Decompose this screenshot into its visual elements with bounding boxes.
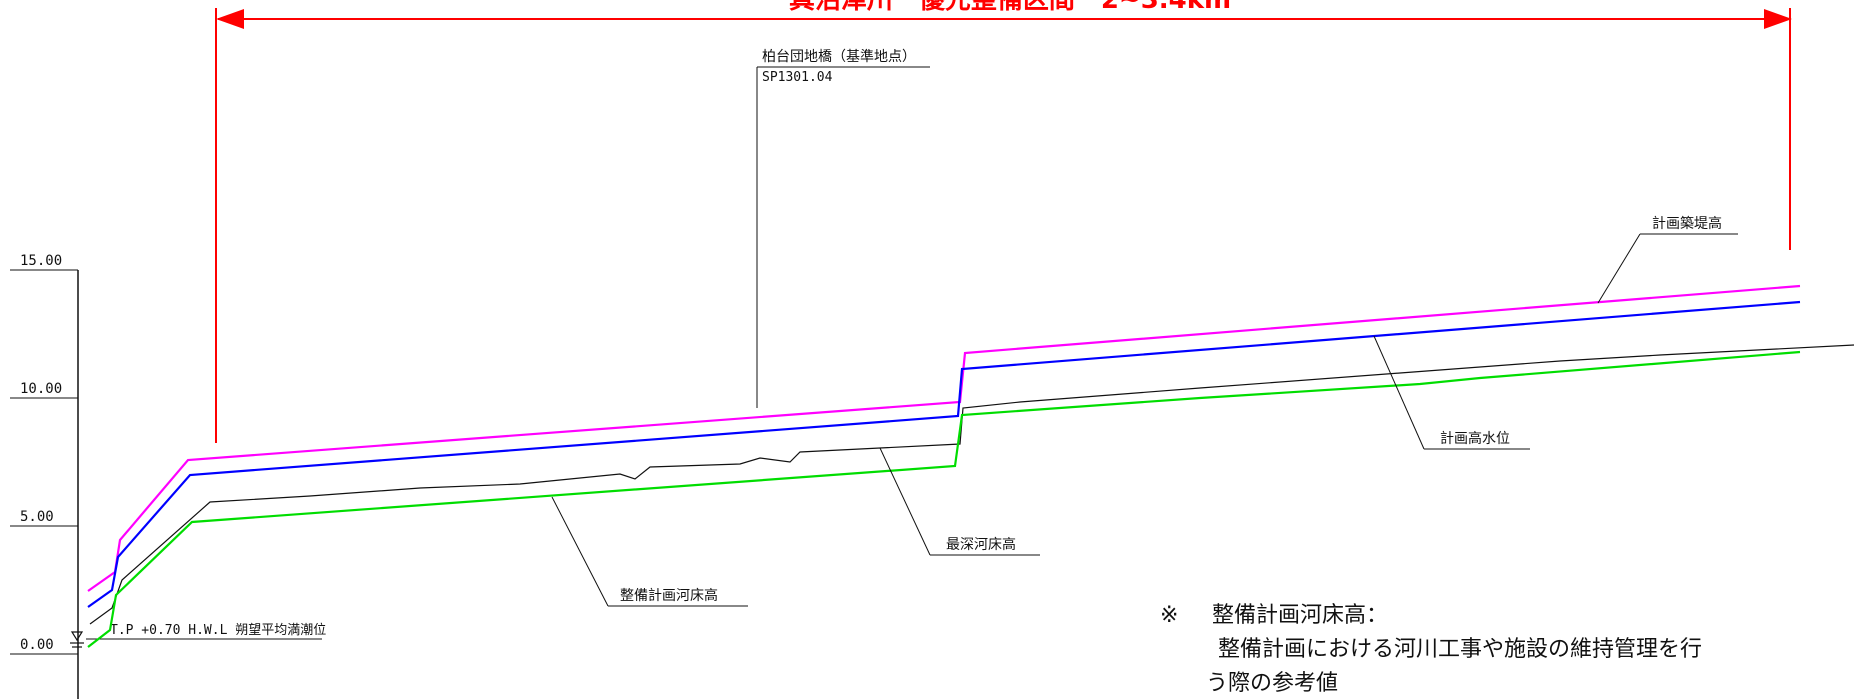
water-level-leader — [1373, 335, 1425, 450]
deepest-riverbed-line — [89, 344, 1854, 625]
planned-water-level-label: 計画高水位 — [1440, 430, 1510, 447]
maintenance-riverbed-label: 整備計画河床高 — [620, 587, 718, 604]
tick-label-5: 5.00 — [20, 509, 54, 525]
tick-label-10: 10.00 — [20, 381, 62, 397]
reference-point-label: 柏台団地橋（基準地点） — [762, 48, 916, 65]
maintenance-bed-leader — [551, 496, 609, 607]
embankment-line — [87, 284, 1801, 592]
maintenance-riverbed-line — [87, 350, 1801, 648]
tick-label-0: 0.00 — [20, 637, 54, 653]
note-line-2: う際の参考値 — [1206, 671, 1338, 696]
sp-value-label: SP1301.04 — [762, 70, 833, 85]
deepest-riverbed-label: 最深河床高 — [946, 536, 1016, 553]
note-line-1: 整備計画における河川工事や施設の維持管理を行 — [1218, 637, 1702, 662]
embankment-label: 計画築堤高 — [1652, 215, 1722, 232]
water-level-line — [87, 300, 1801, 608]
tick-label-15: 15.00 — [20, 253, 62, 269]
note-heading: 整備計画河床高： — [1212, 603, 1388, 628]
tide-level-label: T.P +0.70 H.W.L 朔望平均満潮位 — [110, 622, 326, 638]
deepest-bed-leader — [879, 447, 931, 556]
embankment-leader — [1597, 233, 1641, 304]
note-mark: ※ — [1160, 603, 1178, 628]
section-title: 真沼津川 優先整備区間 2~3.4km — [789, 0, 1231, 15]
water-level-symbol — [70, 631, 84, 648]
